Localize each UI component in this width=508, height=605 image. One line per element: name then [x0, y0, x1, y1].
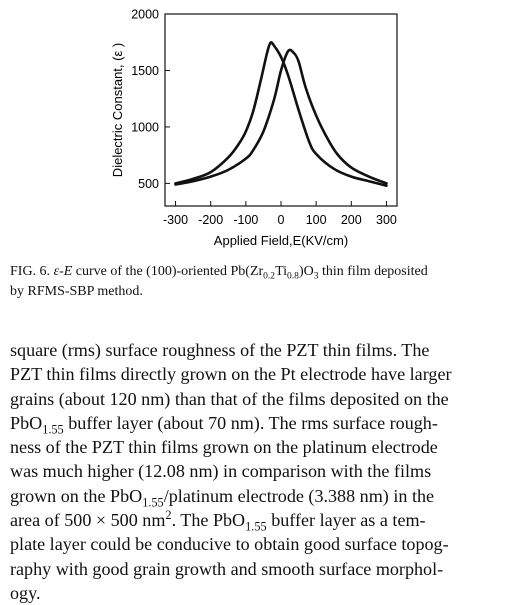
caption-text: by RFMS-SBP method. [10, 284, 143, 299]
text-line: PZT thin films directly grown on the Pt … [10, 364, 452, 385]
caption-text: Ti [275, 264, 288, 279]
data-point [273, 44, 275, 47]
text-line: PbO1.55 buffer layer (about 70 nm). The … [10, 411, 500, 435]
text-sup: 2 [165, 508, 172, 523]
x-tick-label: -200 [198, 213, 223, 227]
caption-sub: 0.8 [287, 271, 299, 282]
caption-sub: 0.2 [263, 271, 276, 282]
data-point [336, 153, 339, 155]
x-tick-label: 100 [306, 213, 327, 227]
data-point [280, 69, 282, 72]
text-line: plate layer could be conducive to obtain… [10, 534, 449, 555]
data-point [325, 136, 328, 139]
text-line: area of 500 × 500 nm2. The PbO1.55 buffe… [10, 508, 500, 532]
data-point [297, 109, 300, 111]
data-point [287, 50, 289, 53]
body-paragraph: square (rms) surface roughness of the PZ… [10, 338, 500, 605]
data-point [273, 98, 275, 101]
data-point [280, 56, 282, 58]
data-point [192, 177, 195, 180]
data-point [251, 149, 254, 152]
figure-label: FIG. 6. [10, 264, 51, 279]
text-line: grains (about 120 nm) than that of the f… [10, 388, 449, 409]
data-point [385, 184, 388, 187]
x-tick-label: 300 [376, 213, 397, 227]
caption-text: )O [298, 264, 314, 279]
data-point [315, 114, 318, 117]
data-point [227, 156, 230, 159]
text-line: raphy with good grain growth and smooth … [10, 558, 444, 579]
text-sub: 1.55 [245, 519, 267, 534]
text-sub: 1.55 [42, 422, 64, 437]
x-tick-label: -100 [233, 213, 258, 227]
data-point [251, 111, 254, 114]
y-tick-label: 1500 [131, 64, 159, 78]
text-run: /platinum electrode (3.388 nm) in the [163, 485, 435, 506]
caption-text: thin film deposited [318, 264, 428, 279]
data-point [332, 167, 335, 170]
y-tick-label: 1000 [131, 120, 159, 134]
series-line-1 [174, 41, 388, 187]
data-point [174, 183, 177, 186]
data-point [304, 86, 307, 89]
data-point [315, 153, 318, 155]
data-point [262, 130, 265, 133]
text-sub: 1.55 [142, 495, 164, 510]
dielectric-chart: -300 -200 -100 0 100 200 300 500 1000 1500 2000 Ap… [110, 8, 398, 248]
y-axis-label: Dielectric Constant, (ε ) [110, 43, 125, 177]
x-axis-label: Applied Field,E(KV/cm) [214, 233, 348, 248]
data-point [244, 130, 247, 133]
caption-sub: 3 [313, 271, 319, 282]
text-line: square (rms) surface roughness of the PZ… [10, 340, 430, 360]
data-point [297, 60, 300, 63]
x-tick-label: 200 [341, 213, 362, 227]
text-run: buffer layer as a tem- [266, 510, 426, 531]
data-point [367, 175, 370, 178]
text-run: . The PbO [171, 510, 246, 531]
data-point [209, 175, 212, 178]
data-point [367, 180, 370, 183]
text-line: grown on the PbO1.55/platinum electrode … [10, 484, 500, 508]
data-point [385, 182, 388, 185]
data-point [350, 175, 353, 178]
caption-symbol: ε-E [53, 264, 73, 279]
data-point [292, 51, 295, 54]
x-tick-label: 0 [278, 213, 285, 227]
text-run: buffer layer (about 70 nm). The rms surf… [63, 412, 438, 433]
text-run: PbO [10, 412, 43, 433]
caption-text: curve of the (100)-oriented Pb(Zr [72, 264, 264, 279]
data-point [237, 142, 240, 145]
data-point [350, 166, 353, 169]
y-tick-label: 2000 [131, 8, 159, 22]
y-tick-label: 500 [138, 177, 159, 191]
data-point [244, 157, 247, 160]
data-point [308, 140, 311, 143]
text-line: ogy. [10, 582, 41, 603]
text-line: was much higher (12.08 nm) in comparison… [10, 461, 432, 482]
text-line: ness of the PZT thin films grown on the … [10, 437, 438, 458]
text-run: area of 500 × 500 nm [10, 510, 166, 531]
data-point [227, 168, 230, 171]
x-tick-label: -300 [163, 213, 188, 227]
data-point [266, 52, 268, 55]
text-run: grown on the PbO [10, 485, 143, 506]
figure: -300 -200 -100 0 100 200 300 500 1000 1500 2000 Ap… [0, 0, 508, 262]
data-point [269, 41, 272, 44]
data-point [259, 83, 261, 85]
data-point [192, 180, 195, 183]
figure-caption: FIG. 6. ε-E curve of the (100)-oriented … [10, 262, 502, 302]
data-point [209, 171, 212, 174]
data-point [287, 74, 289, 76]
